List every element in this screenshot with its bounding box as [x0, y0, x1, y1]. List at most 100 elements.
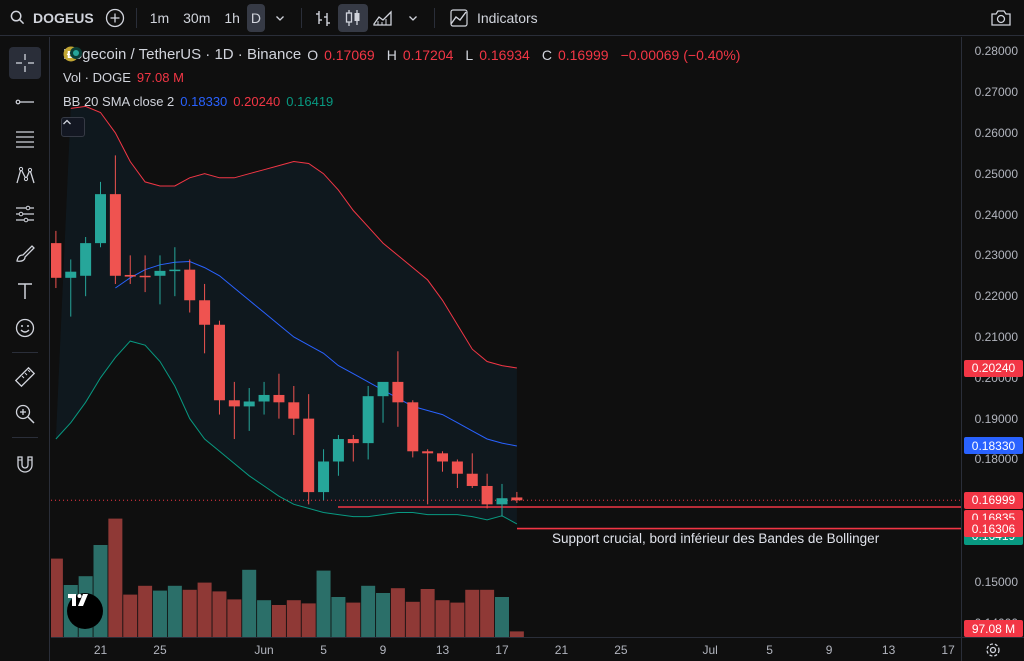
text-icon	[18, 283, 32, 299]
volume-bar	[182, 589, 197, 637]
trend-line-tool[interactable]	[9, 86, 41, 118]
fib-tool[interactable]	[9, 123, 41, 155]
pattern-icon	[16, 166, 35, 184]
candle-body	[392, 381, 404, 403]
area-chart-icon	[373, 9, 392, 26]
price-tick: 0.23000	[974, 248, 1018, 263]
candle-body	[466, 473, 478, 486]
timeframe-1h[interactable]: 1h	[224, 9, 240, 26]
forecast-tool[interactable]	[9, 198, 41, 230]
change-value: −0.00069 (−0.40%)	[620, 46, 741, 63]
volume-bar	[376, 593, 391, 637]
candle-body	[332, 439, 344, 462]
price-label: 0.18330	[964, 437, 1023, 455]
time-tick: 25	[614, 643, 628, 657]
volume-value: 97.08 M	[136, 70, 184, 85]
candle-body	[95, 194, 106, 244]
pair-title: Dogecoin / TetherUS · 1D · Binance	[63, 46, 302, 63]
low-key: L	[465, 46, 474, 63]
volume-bar	[286, 600, 301, 637]
price-tick: 0.19000	[974, 411, 1018, 426]
bollinger-fill	[55, 106, 517, 524]
bollinger-label: BB 20 SMA close 2	[63, 94, 175, 109]
collapse-legend-button[interactable]	[61, 117, 85, 137]
chevron-down-icon	[275, 15, 284, 21]
tradingview-logo[interactable]	[67, 593, 103, 629]
candles-style-button[interactable]	[337, 3, 368, 32]
emoji-tool[interactable]	[9, 312, 41, 344]
add-circle-icon	[105, 8, 124, 27]
volume-bar	[420, 589, 435, 637]
text-tool[interactable]	[9, 275, 41, 307]
bollinger-mid-line	[115, 260, 517, 447]
chevron-up-icon	[63, 119, 71, 125]
bollinger-legend[interactable]: BB 20 SMA close 2 0.18330 0.20240 0.1641…	[63, 94, 333, 109]
candle-body	[169, 269, 181, 272]
candle-body	[362, 396, 374, 444]
fib-lines-icon	[16, 131, 34, 148]
candle-body	[124, 274, 136, 277]
time-tick: 25	[153, 643, 167, 657]
measure-tool[interactable]	[9, 361, 41, 393]
candle-body	[347, 439, 359, 444]
candle-body	[437, 453, 449, 462]
crosshair-tool[interactable]	[9, 47, 41, 79]
timeframe-30m[interactable]: 30m	[183, 9, 211, 26]
chart-type-dropdown[interactable]	[398, 4, 428, 32]
volume-bar	[242, 569, 257, 637]
time-tick: 9	[379, 643, 387, 657]
zoom-tool[interactable]	[9, 398, 41, 430]
price-label: 0.20240	[964, 359, 1023, 377]
high-value: 0.17204	[402, 46, 454, 63]
candle-body	[199, 300, 211, 325]
price-tick: 0.27000	[974, 85, 1018, 100]
candle-body	[139, 275, 151, 278]
timeframe-dropdown[interactable]	[265, 4, 295, 32]
symbol-search[interactable]: DOGEUS	[0, 4, 100, 32]
indicators-label: Indicators	[476, 9, 538, 26]
price-tick: 0.24000	[974, 207, 1018, 222]
time-axis[interactable]: 21 25 Jun 5 9 13 17 21 25 Jul 5 9 13 17	[51, 637, 961, 661]
chart-pane[interactable]: Ð Dogecoin / TetherUS · 1D · Binance O0.…	[51, 37, 961, 637]
candle-body	[243, 401, 255, 407]
time-tick: 5	[320, 643, 327, 657]
chart-settings-button[interactable]	[961, 637, 1024, 661]
volume-legend[interactable]: Vol · DOGE 97.08 M	[63, 70, 184, 85]
candle-body	[154, 270, 166, 276]
volume-bar	[301, 603, 316, 637]
market-status-icon	[70, 47, 82, 59]
time-tick: 21	[554, 643, 569, 657]
magnet-tool[interactable]	[9, 448, 41, 480]
volume-bar	[138, 585, 153, 637]
timeframe-1m[interactable]: 1m	[149, 9, 170, 26]
compare-button[interactable]	[100, 4, 130, 32]
price-chart	[51, 105, 961, 637]
close-key: C	[541, 46, 552, 63]
candle-body	[288, 402, 300, 419]
timeframe-d[interactable]: D	[246, 3, 265, 32]
volume-bar	[331, 597, 346, 637]
support-annotation[interactable]: Support crucial, bord inférieur des Band…	[552, 531, 880, 546]
brush-tool[interactable]	[9, 237, 41, 269]
volume-bar	[346, 602, 361, 637]
snapshot-button[interactable]	[986, 4, 1016, 32]
time-tick: 17	[941, 643, 955, 657]
price-axis[interactable]: 0.28000 0.27000 0.26000 0.25000 0.24000 0.230…	[961, 37, 1024, 637]
volume-bar	[227, 599, 242, 637]
time-tick: 13	[435, 643, 450, 657]
volume-bar	[212, 591, 227, 637]
volume-bar	[167, 585, 182, 637]
area-style-button[interactable]	[368, 4, 398, 32]
bollinger-upper-value: 0.20240	[233, 94, 281, 109]
candle-body	[228, 400, 240, 407]
low-value: 0.16934	[479, 46, 530, 63]
open-key: O	[307, 46, 319, 63]
indicators-button[interactable]: Indicators	[441, 4, 546, 32]
candle-body	[109, 194, 121, 276]
bollinger-lower-value: 0.16419	[286, 94, 334, 109]
price-tick: 0.22000	[974, 289, 1018, 304]
bar-style-button[interactable]	[308, 4, 338, 32]
pattern-tool[interactable]	[9, 160, 41, 192]
top-toolbar: DOGEUS 1m 30m 1h D Indicators	[0, 0, 1024, 36]
volume-bar	[361, 585, 376, 637]
